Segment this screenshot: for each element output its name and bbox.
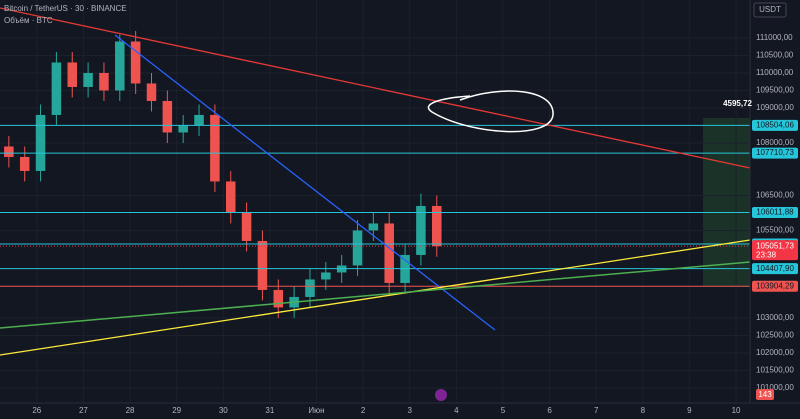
candle-body (83, 72, 93, 87)
y-tick-label: 105500,00 (756, 226, 794, 235)
candle-body (257, 240, 268, 290)
trend-line (0, 261, 751, 329)
hand-drawn-circle (427, 90, 554, 133)
x-tick-label: 31 (265, 406, 274, 415)
candle-body (432, 205, 442, 247)
y-tick-label: 106500,00 (756, 191, 794, 200)
volume-label: 143 (758, 390, 772, 399)
candle-body (273, 289, 284, 308)
x-tick-label: 29 (172, 406, 181, 415)
candle-body (194, 114, 204, 126)
candle-body (162, 100, 173, 133)
y-tick-label: 109000,00 (756, 103, 794, 112)
level-label: 104407,90 (756, 264, 794, 273)
level-badge (752, 263, 798, 275)
y-tick-label: 101500,00 (756, 366, 794, 375)
y-tick-label: 110500,00 (756, 51, 794, 60)
level-label: 107710,73 (756, 148, 794, 157)
position-box (703, 118, 750, 287)
x-tick-label: 27 (79, 406, 88, 415)
level-badge (752, 207, 798, 219)
level-label: 108504,06 (756, 120, 794, 129)
level-badge (752, 280, 798, 292)
candle-body (146, 83, 157, 101)
level-badge (752, 147, 798, 159)
axes: 111000,00 110500,00 110000,00 109500,00 1090… (32, 33, 798, 415)
last-price-label: 105051,73 (756, 241, 794, 250)
candle-body (210, 114, 220, 182)
trend-line (0, 239, 751, 356)
chart-subtitle: Объём · BTC (4, 16, 53, 25)
candle-body (115, 41, 125, 91)
candle-body (130, 41, 141, 84)
candle-body (352, 230, 363, 266)
candle-body (99, 72, 109, 91)
candle-body (4, 146, 14, 157)
countdown: 23:38 (756, 250, 777, 259)
drawings (0, 7, 751, 356)
x-tick-label: 26 (32, 406, 41, 415)
candle-body (241, 212, 252, 241)
trend-line (114, 34, 496, 331)
candle-body (67, 62, 78, 87)
x-tick-label: 4 (454, 406, 459, 415)
annotation: 4595,72 (723, 99, 752, 108)
y-tick-label: 102000,00 (756, 348, 794, 357)
volume-badge (756, 389, 774, 400)
candle-body (384, 223, 394, 283)
last-price-badge (752, 240, 798, 261)
x-tick-label: 5 (501, 406, 506, 415)
x-tick-label: 9 (687, 406, 692, 415)
chart-title: Bitcoin / TetherUS · 30 · BINANCE (4, 4, 127, 13)
candle-body (305, 279, 315, 297)
currency-box[interactable] (753, 2, 787, 18)
x-tick-label: 10 (732, 406, 741, 415)
x-tick-label: 8 (641, 406, 646, 415)
x-tick-label: 30 (219, 406, 228, 415)
replay-icon[interactable] (435, 389, 447, 401)
candle-body (416, 205, 426, 255)
trend-line (0, 7, 751, 169)
y-tick-label: 108000,00 (756, 138, 794, 147)
x-tick-label: 7 (594, 406, 599, 415)
x-tick-label: 3 (407, 406, 412, 415)
y-tick-label: 110000,00 (756, 68, 794, 77)
level-label: 103904,29 (756, 281, 794, 290)
candle-body (35, 114, 46, 171)
candle-body (225, 181, 236, 213)
y-tick-label: 109500,00 (756, 86, 794, 95)
candle-body (178, 125, 188, 133)
y-tick-label: 103000,00 (756, 313, 794, 322)
candle-body (51, 62, 62, 115)
level-label: 106011,88 (756, 208, 794, 217)
candle-body (321, 272, 331, 280)
x-tick-label: 28 (126, 406, 135, 415)
y-tick-label: 102500,00 (756, 331, 794, 340)
candle-body (19, 156, 30, 171)
level-badge (752, 119, 798, 131)
y-tick-label: 111000,00 (756, 33, 793, 42)
y-tick-label: 101000,00 (756, 383, 794, 392)
currency[interactable]: USDT (759, 5, 781, 14)
x-tick-label: 2 (361, 406, 366, 415)
x-tick-label: Июн (308, 406, 324, 415)
x-tick-label: 6 (547, 406, 552, 415)
candle-body (368, 223, 379, 231)
